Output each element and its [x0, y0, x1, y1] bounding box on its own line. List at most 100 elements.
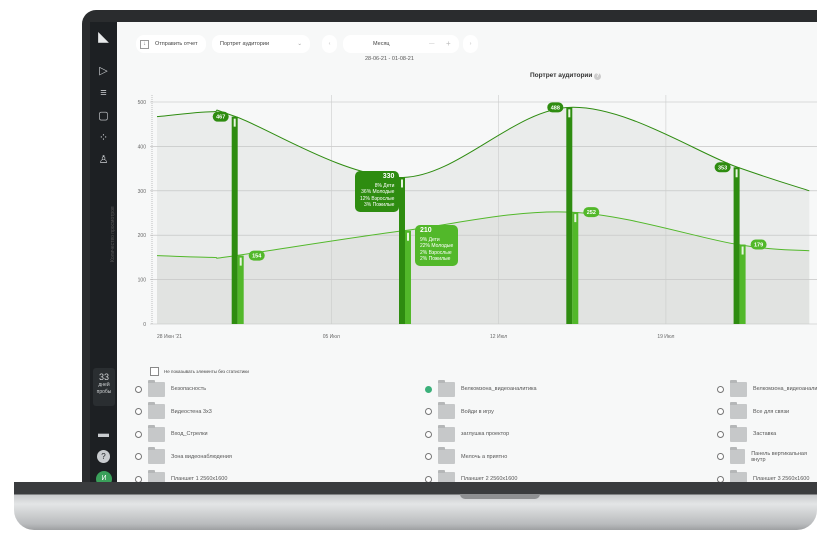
list-item[interactable]: Заставка — [717, 424, 776, 442]
folder-icon — [148, 469, 165, 482]
value-label: 154 — [252, 254, 262, 260]
radio[interactable] — [425, 430, 432, 438]
help-icon[interactable]: ? — [97, 450, 110, 463]
radio[interactable] — [717, 453, 724, 460]
folder-icon — [148, 402, 165, 419]
bar — [572, 212, 579, 324]
bar — [231, 116, 238, 324]
value-label: 353 — [718, 165, 727, 171]
tooltip-line: 12% Взрослые — [360, 195, 395, 202]
radio[interactable] — [135, 453, 142, 460]
loader-icon[interactable]: ⁘ — [98, 132, 109, 144]
x-tick-label: 28 Июн '21 — [157, 334, 182, 340]
list-item[interactable]: Панель вертикальная внутр — [717, 447, 817, 465]
report-select-value: Портрет аудитории — [220, 41, 270, 47]
series-area — [157, 211, 810, 324]
bar — [237, 255, 244, 324]
series-area — [157, 107, 810, 324]
list-item[interactable]: Все для связи — [717, 402, 789, 420]
send-report-button[interactable]: ↓ Отправить отчет — [136, 35, 206, 53]
series-line — [156, 106, 810, 192]
radio[interactable] — [135, 385, 142, 393]
laptop-base — [14, 482, 817, 530]
list-item[interactable]: Зона видеонаблюдения — [135, 447, 232, 465]
folder-icon — [729, 447, 746, 464]
hide-empty-checkbox[interactable]: Не показывать элементы без статистики — [150, 367, 249, 376]
item-label: Войди в игру — [461, 408, 494, 415]
item-label: Планшет 1 2560х1600 — [171, 476, 228, 482]
zoom-out-button[interactable]: — — [429, 41, 435, 47]
radio[interactable] — [425, 475, 432, 482]
list-item[interactable]: Видеостена 3х3 — [135, 402, 212, 420]
x-tick-label: 05 Июл — [323, 334, 340, 340]
list-item[interactable]: Мелочь а приятно — [425, 447, 508, 465]
user-icon[interactable]: ♙ — [98, 154, 109, 166]
radio[interactable] — [717, 430, 724, 438]
folder-icon — [438, 379, 455, 397]
list-item[interactable]: Планшет 2 2560х1600 — [425, 469, 517, 482]
radio[interactable] — [717, 385, 724, 393]
list-item[interactable]: Велкомзона_видеоаналитика — [425, 379, 537, 397]
person-icon — [233, 118, 236, 127]
radio[interactable] — [425, 408, 432, 415]
radio[interactable] — [425, 385, 432, 393]
bar — [733, 167, 740, 324]
list-item[interactable]: Безопасность — [135, 379, 207, 397]
list-item[interactable]: Вход_Стрелки — [135, 424, 208, 442]
next-period-button[interactable]: › — [463, 35, 478, 53]
x-tick-label: 12 Июл — [490, 334, 507, 340]
list-item[interactable]: Планшет 3 2560х1600 — [717, 469, 810, 482]
person-icon — [401, 179, 403, 188]
radio[interactable] — [717, 408, 724, 415]
tooltip-value: 210 — [420, 227, 432, 234]
list-item[interactable]: заглушка проектор — [425, 424, 509, 442]
y-tick-label: 100 — [138, 278, 147, 284]
play-icon[interactable]: ▷ — [99, 65, 108, 77]
value-label: 179 — [754, 243, 763, 249]
download-icon: ↓ — [140, 39, 149, 49]
radio[interactable] — [135, 475, 142, 482]
sidebar: ◣ ▷ ≡ ▢ ⁘ ♙ 33 дней пробы ▬ ? И — [90, 22, 117, 482]
value-badge — [714, 162, 731, 173]
list-item[interactable]: Велкомзона_видеоаналитика — [717, 379, 817, 397]
value-label: 252 — [587, 210, 596, 216]
person-icon — [741, 246, 744, 255]
avatar[interactable]: И — [96, 471, 112, 482]
bar — [399, 177, 405, 324]
folder-icon — [148, 379, 165, 397]
bar — [739, 244, 746, 324]
info-icon[interactable]: ? — [594, 73, 602, 80]
bar — [566, 107, 573, 324]
item-label: Планшет 3 2560х1600 — [753, 476, 810, 482]
checkbox[interactable] — [150, 367, 159, 376]
radio[interactable] — [135, 430, 142, 438]
prev-period-button[interactable]: ‹ — [322, 35, 337, 53]
radio[interactable] — [425, 453, 432, 460]
item-label: Зона видеонаблюдения — [171, 453, 232, 460]
chart-title: Портрет аудитории ? — [530, 72, 602, 80]
date-range: 28-06-21 - 01-08-21 — [365, 56, 414, 62]
tooltip-line: 22% Молодые — [420, 243, 454, 249]
tooltip-line: 2% Пожилые — [420, 256, 451, 262]
radio[interactable] — [135, 408, 142, 415]
bar — [405, 230, 411, 324]
y-tick-label: 300 — [138, 189, 147, 195]
monitor-icon[interactable]: ▬ — [98, 428, 109, 440]
sliders-icon[interactable]: ≡ — [100, 87, 107, 99]
value-label: 488 — [551, 105, 560, 111]
logo-icon: ◣ — [98, 28, 109, 44]
zoom-in-button[interactable]: + — [446, 39, 451, 48]
tooltip-line: 9% Дети — [420, 236, 440, 243]
hide-empty-label: Не показывать элементы без статистики — [164, 369, 249, 374]
item-label: Вход_Стрелки — [171, 431, 208, 437]
tooltip-line: 2% Взрослые — [420, 249, 452, 256]
trial-badge[interactable]: 33 дней пробы — [93, 368, 115, 406]
item-label: Мелочь а приятно — [461, 453, 508, 460]
item-label: Безопасность — [171, 386, 207, 392]
report-select[interactable]: Портрет аудитории ⌄ — [212, 35, 310, 53]
radio[interactable] — [717, 475, 724, 482]
y-tick-label: 0 — [143, 322, 146, 328]
document-icon[interactable]: ▢ — [98, 110, 109, 122]
list-item[interactable]: Планшет 1 2560х1600 — [135, 469, 228, 482]
list-item[interactable]: Войди в игру — [425, 402, 494, 420]
